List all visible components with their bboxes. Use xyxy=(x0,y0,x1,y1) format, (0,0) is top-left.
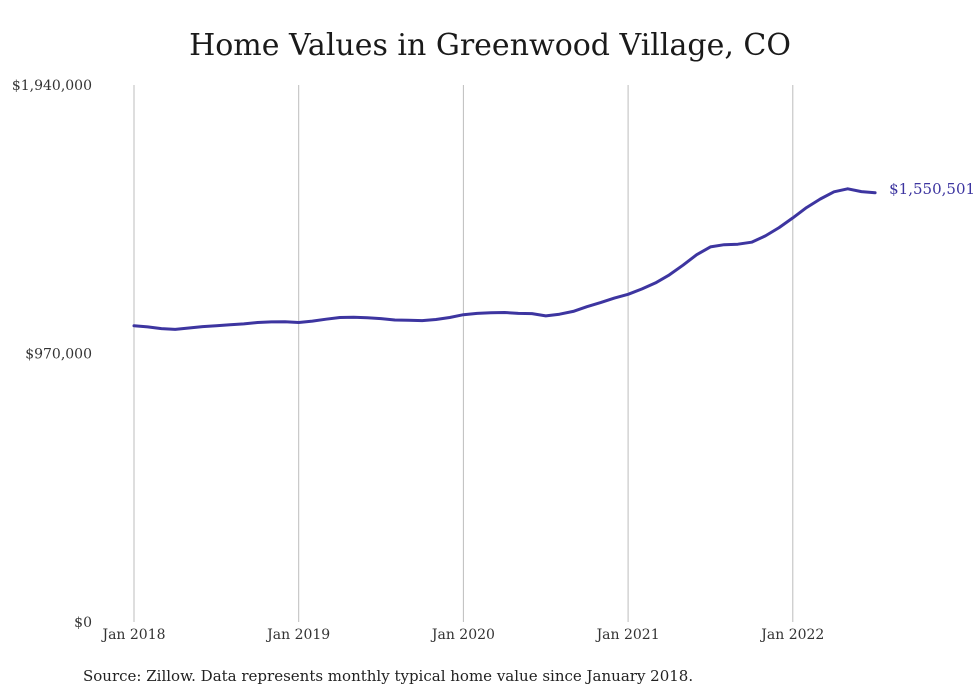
chart-title: Home Values in Greenwood Village, CO xyxy=(189,28,791,63)
x-tick-label: Jan 2022 xyxy=(759,627,824,643)
y-tick-label: $0 xyxy=(74,615,92,631)
series-line xyxy=(132,187,877,331)
y-axis-tick-labels: $0 $970,000 $1,940,000 xyxy=(12,78,92,631)
x-axis-tick-labels: Jan 2018 Jan 2019 Jan 2020 Jan 2021 Jan 2022 xyxy=(100,627,824,643)
chart-source-note: Source: Zillow. Data represents monthly … xyxy=(83,667,694,685)
series-line-group xyxy=(132,187,877,331)
x-tick-label: Jan 2020 xyxy=(430,627,495,643)
y-tick-label: $1,940,000 xyxy=(12,78,92,94)
x-tick-label: Jan 2019 xyxy=(265,627,330,643)
x-tick-label: Jan 2018 xyxy=(100,627,165,643)
x-tick-label: Jan 2021 xyxy=(595,627,660,643)
y-tick-label: $970,000 xyxy=(25,347,92,363)
end-value-label: $1,550,501 xyxy=(889,180,975,198)
end-value-label-group: $1,550,501 xyxy=(889,180,975,198)
vertical-gridlines xyxy=(133,85,794,622)
